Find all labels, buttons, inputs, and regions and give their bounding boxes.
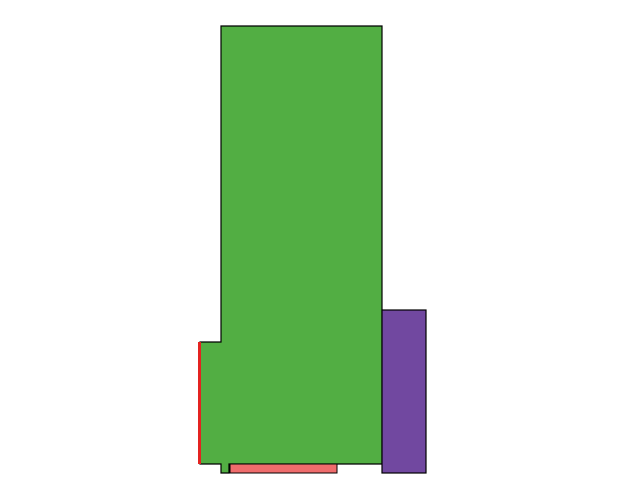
- pink-bar: [229, 463, 338, 474]
- green-main-shape: [199, 25, 383, 474]
- red-bar: [198, 342, 201, 464]
- purple-rect: [381, 309, 427, 474]
